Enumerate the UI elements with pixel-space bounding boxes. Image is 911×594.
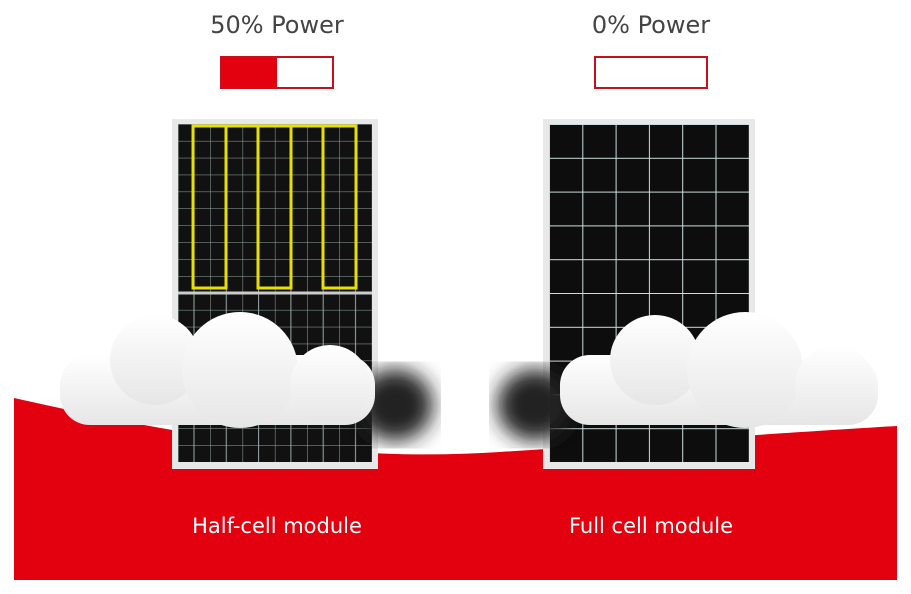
cloud <box>560 312 878 428</box>
power-bar-fill <box>222 58 277 87</box>
power-label: 50% Power <box>210 11 344 39</box>
caption: Half-cell module <box>192 514 362 538</box>
power-label: 0% Power <box>592 11 710 39</box>
cloud-shadow <box>497 369 573 441</box>
power-bar-frame <box>594 56 708 89</box>
red-wave <box>14 398 897 580</box>
caption: Full cell module <box>569 514 733 538</box>
current-path <box>191 124 358 290</box>
cloud <box>60 312 375 428</box>
cloud-shadow <box>357 369 433 441</box>
